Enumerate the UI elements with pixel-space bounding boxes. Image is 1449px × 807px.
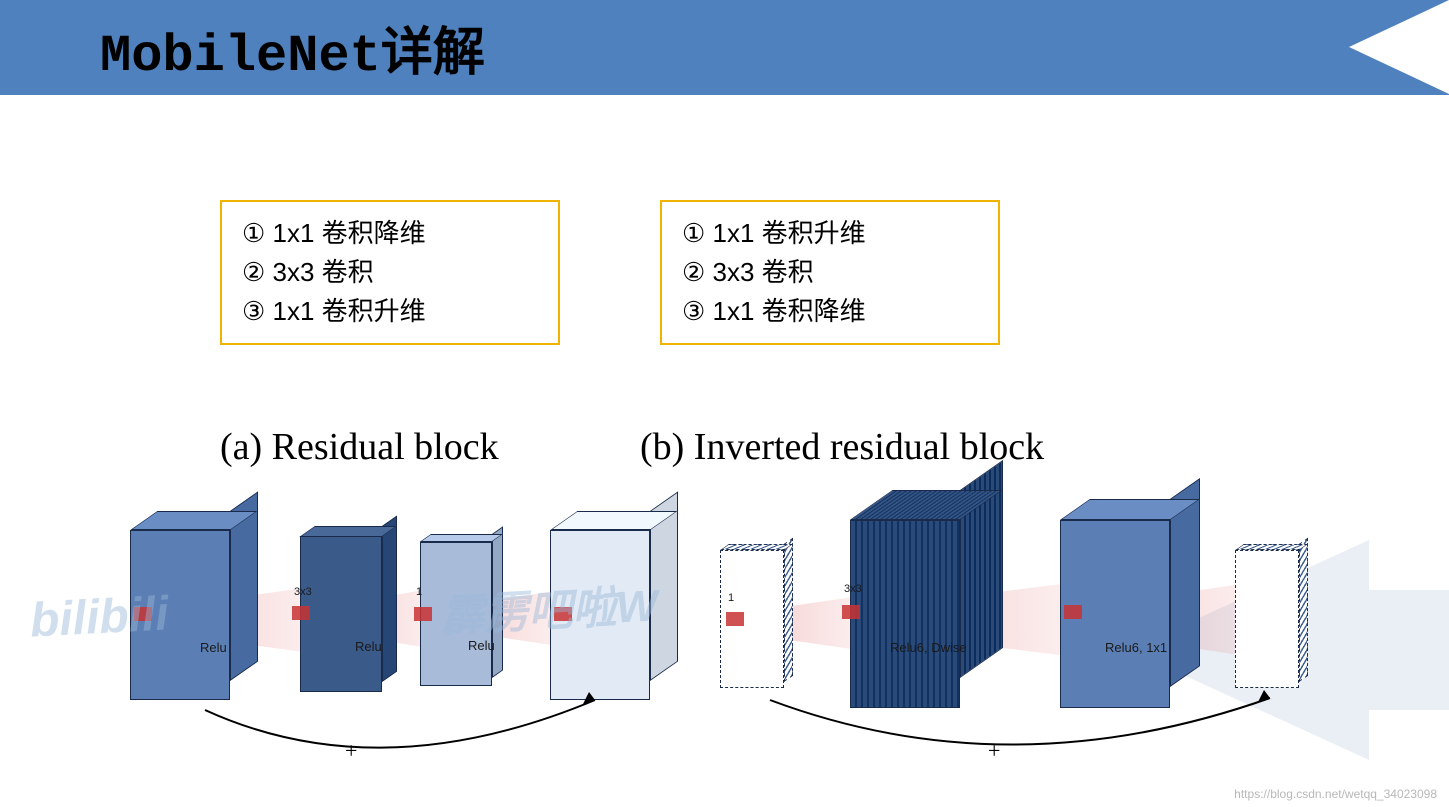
step-line: ③ 1x1 卷积降维 [682,292,978,331]
step-line: ② 3x3 卷积 [242,253,538,292]
subtitle-inverted: (b) Inverted residual block [640,425,1044,469]
step-line: ① 1x1 卷积升维 [682,214,978,253]
page-title: MobileNet详解 [100,10,485,86]
inverted-steps-box: ① 1x1 卷积升维 ② 3x3 卷积 ③ 1x1 卷积降维 [660,200,1000,345]
footer-url: https://blog.csdn.net/wetqq_34023098 [1234,787,1437,801]
step-line: ① 1x1 卷积降维 [242,214,538,253]
residual-steps-box: ① 1x1 卷积降维 ② 3x3 卷积 ③ 1x1 卷积升维 [220,200,560,345]
diagram-area: ReluRelu3x3Relu1+1Relu6, Dwise3x3Relu6, … [0,500,1449,790]
step-line: ③ 1x1 卷积升维 [242,292,538,331]
subtitle-residual: (a) Residual block [220,425,499,469]
step-line: ② 3x3 卷积 [682,253,978,292]
header-chevron-decoration [1349,0,1449,94]
inverted-skip-arrow [0,500,1449,800]
inverted-plus: + [988,738,1000,764]
header-bar: MobileNet详解 [0,0,1449,95]
